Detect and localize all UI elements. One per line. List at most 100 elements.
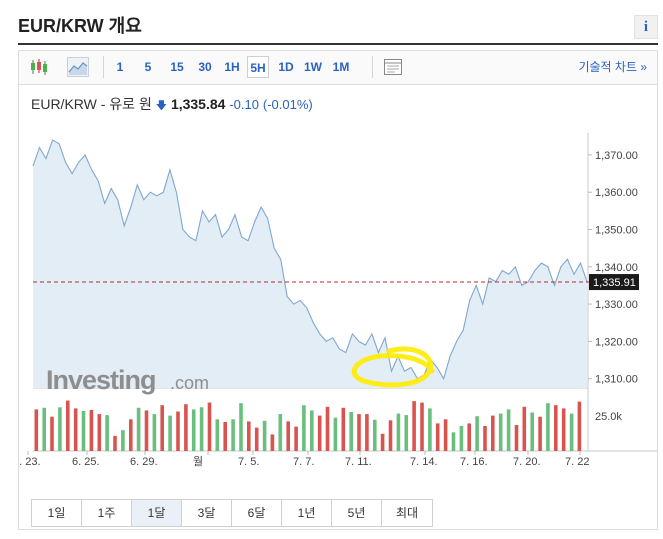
current-price: 1,335.84 xyxy=(170,96,226,112)
technical-chart-link[interactable]: 기술적 차트 » xyxy=(578,60,647,74)
volume-bar xyxy=(254,427,259,451)
y-tick-label: 1,370.00 xyxy=(595,150,638,162)
volume-bar xyxy=(215,419,220,451)
volume-bar xyxy=(317,415,322,451)
volume-bar xyxy=(73,408,78,451)
volume-bar xyxy=(191,409,196,451)
volume-bar xyxy=(136,407,141,451)
timeframe-1h-button[interactable]: 1H xyxy=(224,60,240,74)
x-tick-label: 7. 20. xyxy=(513,456,541,468)
volume-bar xyxy=(262,420,267,451)
timeframe-1-button[interactable]: 1 xyxy=(116,60,124,74)
price-area-fill xyxy=(33,140,587,388)
volume-bar xyxy=(184,404,188,451)
range-button[interactable]: 6달 xyxy=(232,500,282,526)
x-tick-label: 7. 11. xyxy=(345,456,372,468)
volume-bar xyxy=(561,408,566,451)
volume-bar xyxy=(443,419,448,451)
volume-bar xyxy=(144,410,149,451)
volume-bar xyxy=(129,419,133,451)
candlestick-icon[interactable] xyxy=(29,57,49,77)
volume-bar xyxy=(58,407,62,451)
x-tick-label: 6. 25. xyxy=(72,456,100,468)
timeframe-1d-button[interactable]: 1D xyxy=(278,60,294,74)
volume-bar xyxy=(89,409,94,451)
volume-bar xyxy=(302,405,306,451)
range-button[interactable]: 1일 xyxy=(32,500,82,526)
price-chart[interactable]: 1,370.00 1,360.00 1,350.00 1,340.00 1,330.00… xyxy=(19,51,657,491)
volume-bar xyxy=(459,426,464,451)
investing-watermark-suffix: .com xyxy=(170,373,209,393)
timeframe-1w-button[interactable]: 1W xyxy=(304,60,322,74)
range-button[interactable]: 5년 xyxy=(332,500,382,526)
volume-bar xyxy=(223,421,227,451)
volume-bar xyxy=(231,419,235,451)
volume-bar xyxy=(380,433,385,451)
volume-bar xyxy=(34,409,39,451)
x-tick-label: 7. 22 xyxy=(565,456,589,468)
volume-bar xyxy=(160,405,164,451)
volume-bar xyxy=(333,417,338,451)
range-button[interactable]: 3달 xyxy=(182,500,232,526)
volume-bar xyxy=(506,409,511,451)
x-tick-label: 월 xyxy=(193,455,203,468)
x-tick-label: 6. 29. xyxy=(130,456,158,468)
volume-bar xyxy=(467,423,471,451)
timeframe-15-button[interactable]: 15 xyxy=(170,60,184,74)
timeframe-30-button[interactable]: 30 xyxy=(198,60,212,74)
price-change: -0.10 xyxy=(229,97,259,112)
volume-bar xyxy=(475,416,479,451)
title-divider xyxy=(18,43,658,45)
area-chart-icon[interactable] xyxy=(67,57,89,77)
volume-bar xyxy=(176,411,180,451)
price-change-percent: (-0.01%) xyxy=(262,97,313,112)
volume-bar xyxy=(50,416,54,451)
range-button[interactable]: 1주 xyxy=(82,500,132,526)
volume-bar xyxy=(451,432,456,451)
range-button[interactable]: 1달 xyxy=(132,500,182,526)
toolbar-separator xyxy=(372,56,373,78)
timeframe-1m-button[interactable]: 1M xyxy=(332,60,350,74)
x-tick-label: 7. 7. xyxy=(293,456,314,468)
volume-bar xyxy=(396,413,401,451)
investing-watermark: Investing xyxy=(46,365,156,395)
x-tick-label: 6. 23. xyxy=(19,456,41,468)
volume-bar xyxy=(294,426,298,451)
page-title: EUR/KRW 개요 xyxy=(18,16,142,36)
volume-bar xyxy=(546,403,550,451)
volume-bar xyxy=(81,411,86,451)
symbol-name: EUR/KRW - 유로 원 xyxy=(31,96,152,112)
volume-bar xyxy=(388,420,393,451)
volume-bar xyxy=(357,414,361,451)
layout-icon[interactable] xyxy=(383,57,403,77)
volume-bar xyxy=(569,413,574,451)
highlight-annotation xyxy=(351,346,435,388)
volume-bar xyxy=(373,419,377,451)
x-tick-label: 7. 16. xyxy=(460,456,488,468)
timeframe-5-button[interactable]: 5 xyxy=(144,60,152,74)
volume-axis-label: 25.0k xyxy=(595,411,622,423)
volume-bar xyxy=(435,423,440,451)
timeframe-5h-button[interactable]: 5H xyxy=(247,56,269,78)
volume-bar xyxy=(113,435,117,451)
volume-bar xyxy=(404,415,409,451)
chart-panel: 1 5 15 30 1H 5H 1D 1W 1M 기술적 차트 » EUR/KRW - 유로 원… xyxy=(18,50,658,530)
info-icon[interactable]: i xyxy=(634,15,658,39)
range-button[interactable]: 1년 xyxy=(282,500,332,526)
y-tick-label: 1,350.00 xyxy=(595,225,638,237)
volume-bar xyxy=(66,400,70,451)
volume-bar xyxy=(325,406,330,451)
volume-bar xyxy=(412,401,416,451)
y-tick-label: 1,310.00 xyxy=(595,374,638,386)
volume-bar xyxy=(522,406,527,451)
volume-bar xyxy=(491,415,495,451)
volume-bar xyxy=(538,416,542,451)
volume-bar xyxy=(105,415,109,451)
volume-bar xyxy=(483,426,487,451)
volume-bar xyxy=(349,412,353,451)
y-tick-label: 1,330.00 xyxy=(595,299,638,311)
range-button[interactable]: 최대 xyxy=(382,500,432,526)
y-tick-label: 1,340.00 xyxy=(595,262,638,274)
volume-bar xyxy=(42,407,46,451)
volume-bar xyxy=(247,421,251,451)
